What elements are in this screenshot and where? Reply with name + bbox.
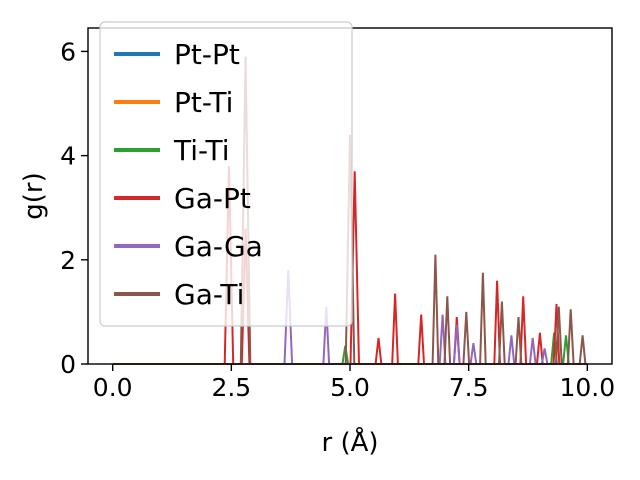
x-tick-label: 10.0 [559,373,615,402]
legend-label: Ga-Pt [174,182,251,215]
legend-label: Ti-Ti [173,134,230,167]
y-tick-label: 2 [60,246,76,275]
y-tick-label: 4 [60,142,76,171]
y-axis-label: g(r) [19,172,49,220]
x-tick-label: 0.0 [93,373,133,402]
y-tick-label: 0 [60,350,76,379]
x-tick-label: 7.5 [449,373,489,402]
y-tick-label: 6 [60,37,76,66]
legend-label: Ga-Ti [174,278,244,311]
legend-label: Ga-Ga [174,230,263,263]
series-line-ga-ti [112,56,588,365]
legend-box [99,21,353,327]
legend-label: Pt-Ti [174,86,233,119]
x-tick-label: 5.0 [330,373,370,402]
x-tick-label: 2.5 [211,373,251,402]
series-line-ti-ti [112,332,588,365]
legend-label: Pt-Pt [174,38,240,71]
x-axis-label: r (Å) [321,428,379,458]
